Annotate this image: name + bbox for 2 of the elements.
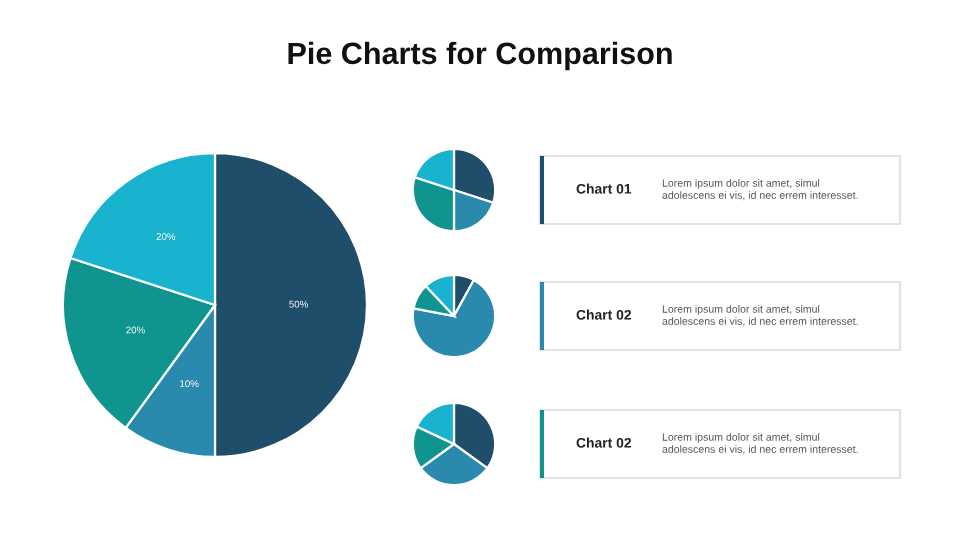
text: Pie Charts for Comparison xyxy=(288,41,672,71)
pie-slice xyxy=(411,278,497,359)
